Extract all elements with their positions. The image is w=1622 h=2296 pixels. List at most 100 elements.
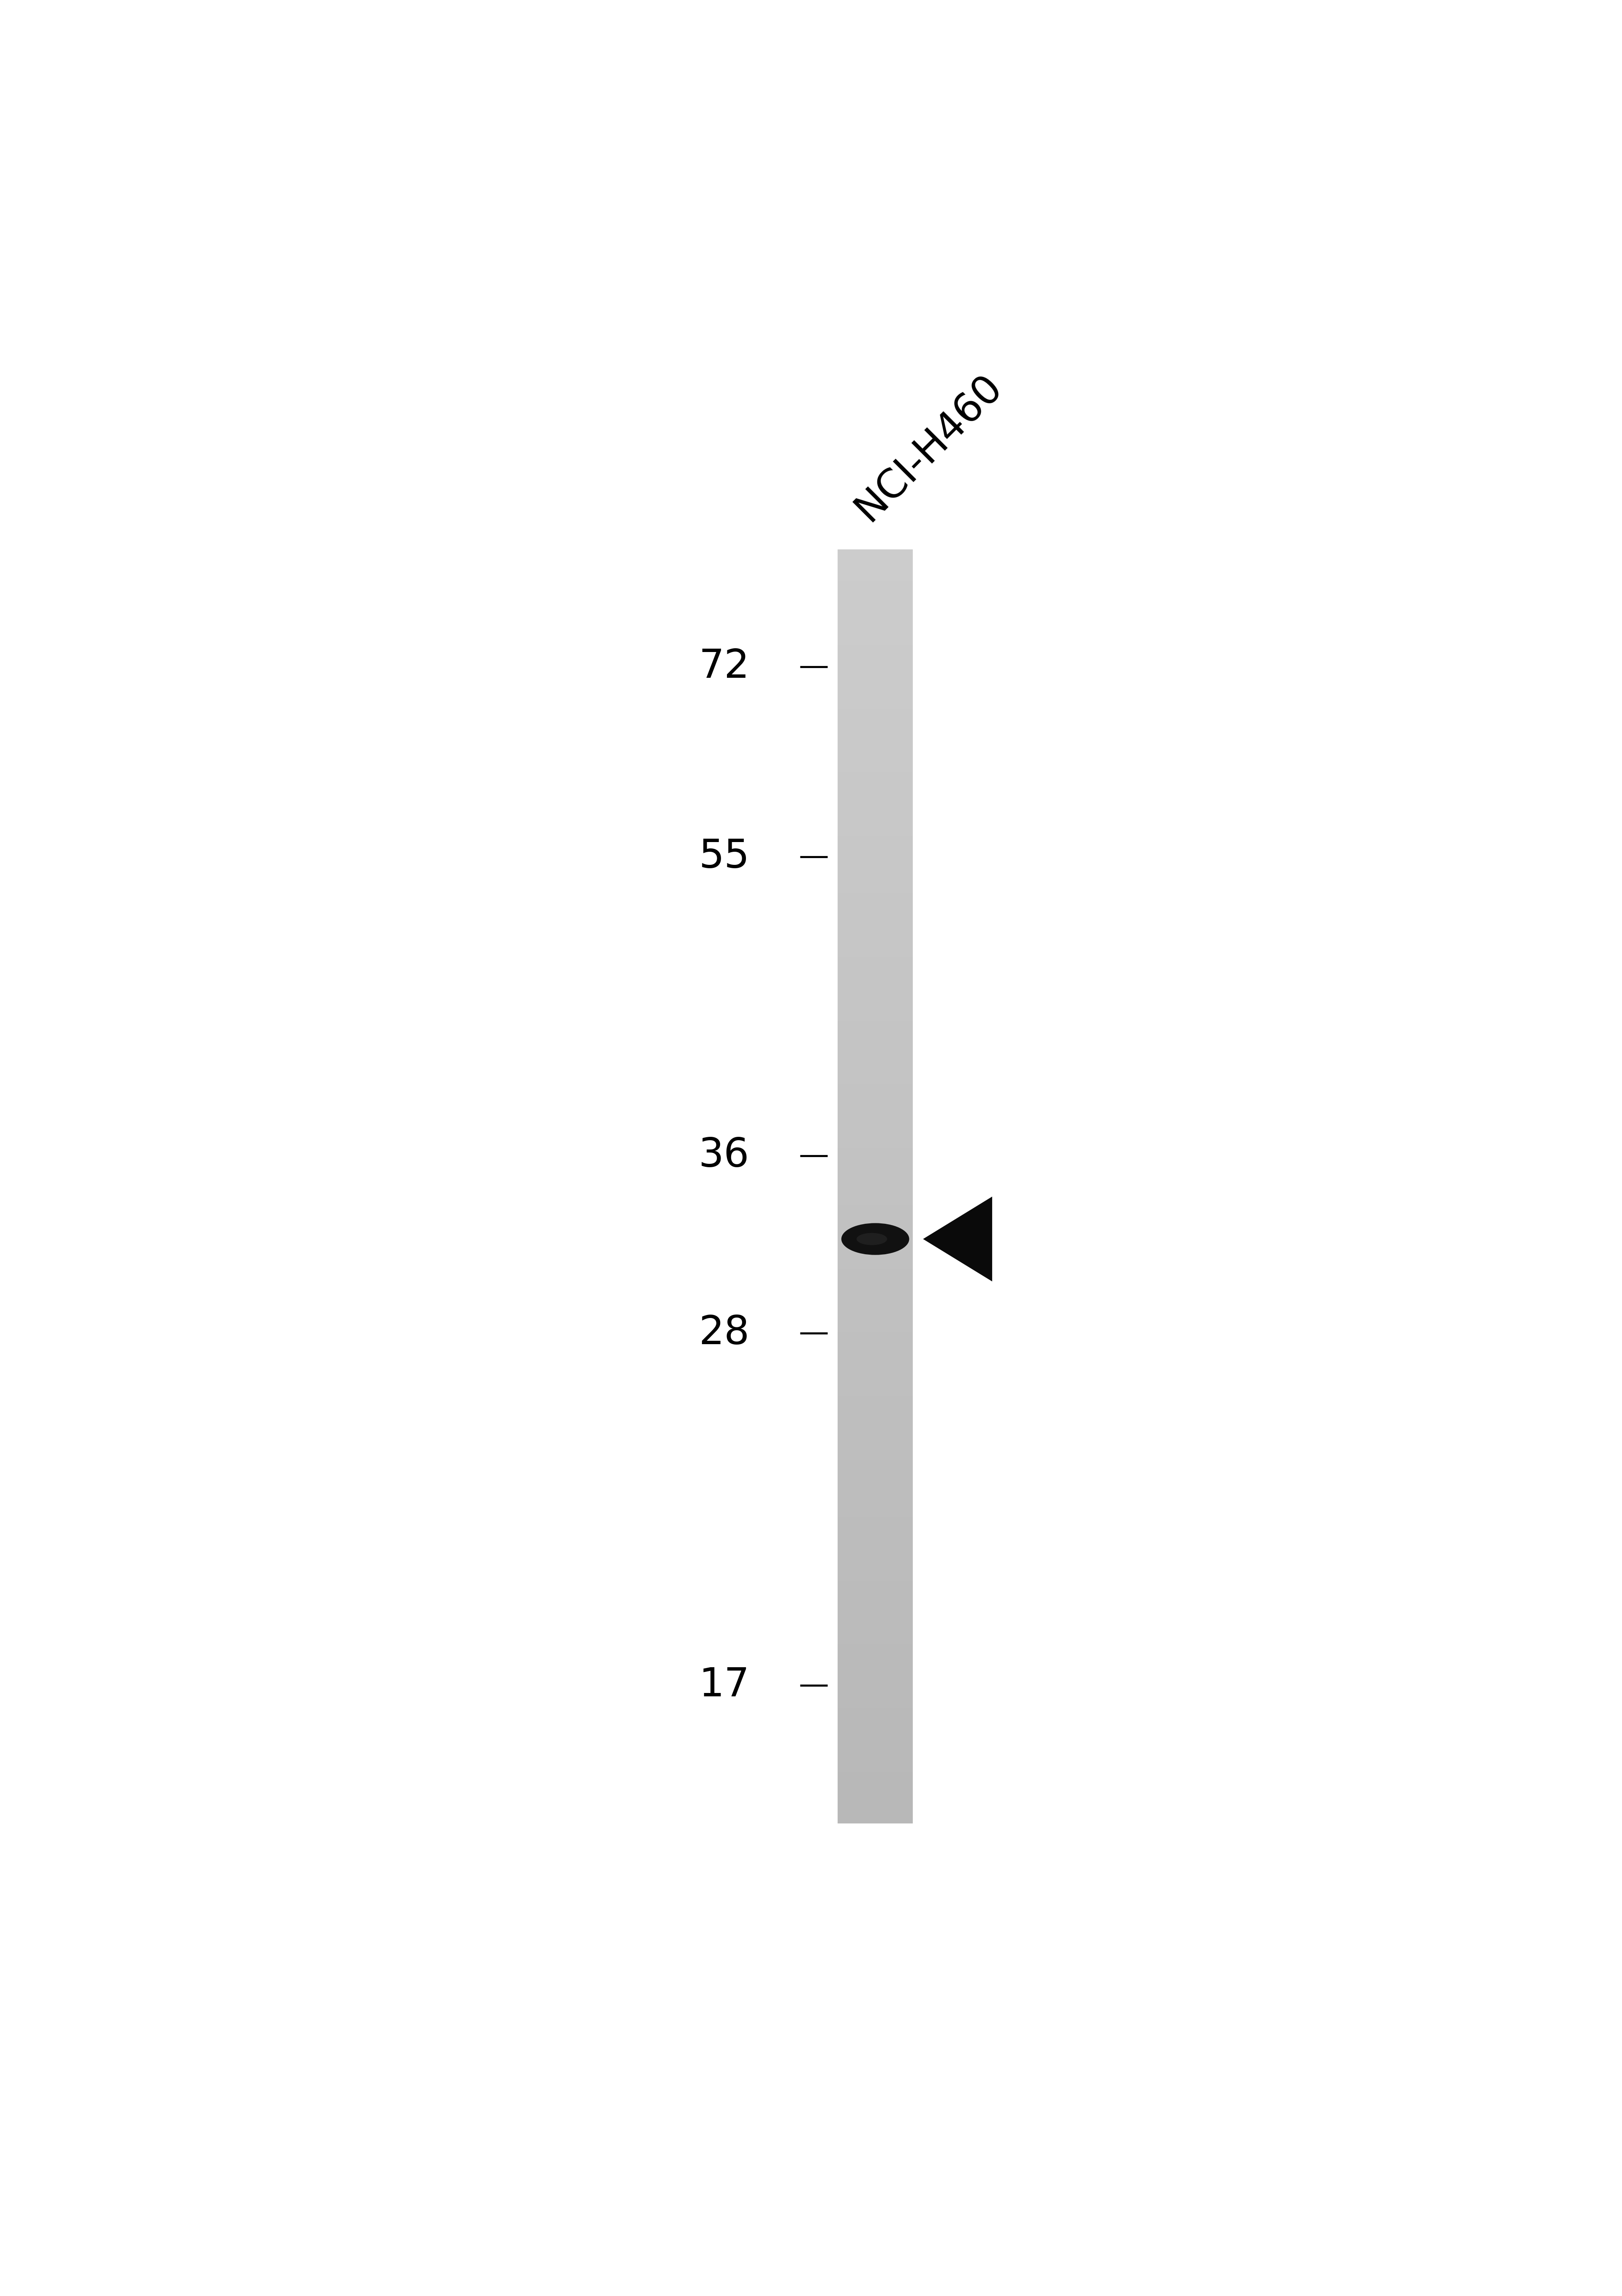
Bar xyxy=(837,1339,913,1345)
Bar xyxy=(837,1733,913,1740)
Bar xyxy=(837,1212,913,1219)
Bar xyxy=(837,1199,913,1205)
Bar xyxy=(837,1784,913,1791)
Bar xyxy=(837,1587,913,1593)
Bar xyxy=(837,714,913,723)
Text: 36: 36 xyxy=(699,1137,749,1176)
Bar xyxy=(837,1802,913,1812)
Bar xyxy=(837,969,913,976)
Bar xyxy=(837,696,913,703)
Bar xyxy=(837,1708,913,1715)
Bar xyxy=(837,1644,913,1651)
Bar xyxy=(837,1084,913,1091)
Bar xyxy=(837,1378,913,1384)
Bar xyxy=(837,957,913,964)
Bar xyxy=(837,1421,913,1428)
Bar xyxy=(837,1300,913,1309)
Bar xyxy=(837,1554,913,1561)
Bar xyxy=(837,886,913,893)
Bar xyxy=(837,1428,913,1435)
Bar xyxy=(837,1479,913,1486)
Bar xyxy=(837,1798,913,1805)
Text: 28: 28 xyxy=(699,1313,749,1352)
Bar xyxy=(837,1568,913,1575)
Bar xyxy=(837,1224,913,1231)
Bar xyxy=(837,1809,913,1816)
Bar xyxy=(837,1320,913,1327)
Bar xyxy=(837,767,913,774)
Bar xyxy=(837,735,913,742)
Bar xyxy=(837,1460,913,1467)
Bar xyxy=(837,1015,913,1022)
Bar xyxy=(837,1104,913,1111)
Bar xyxy=(837,1600,913,1607)
Bar xyxy=(837,1816,913,1823)
Bar xyxy=(837,1690,913,1697)
Bar xyxy=(837,964,913,971)
Bar xyxy=(837,785,913,792)
Bar xyxy=(837,1274,913,1283)
Bar xyxy=(837,1504,913,1511)
Bar xyxy=(837,854,913,863)
Bar xyxy=(837,595,913,602)
Bar xyxy=(837,1242,913,1251)
Bar xyxy=(837,1727,913,1733)
Bar xyxy=(837,1205,913,1212)
Bar xyxy=(837,1345,913,1352)
Bar xyxy=(837,1632,913,1639)
Bar xyxy=(837,1486,913,1492)
Bar xyxy=(837,1683,913,1690)
Bar xyxy=(837,664,913,670)
Bar xyxy=(837,1109,913,1116)
Bar xyxy=(837,1288,913,1295)
Bar xyxy=(837,1123,913,1130)
Bar xyxy=(837,581,913,588)
Bar xyxy=(837,1238,913,1244)
Bar xyxy=(837,804,913,810)
Bar xyxy=(837,728,913,735)
Bar xyxy=(837,810,913,817)
Bar xyxy=(837,1619,913,1626)
Bar xyxy=(837,976,913,983)
Bar xyxy=(837,1116,913,1123)
Bar xyxy=(837,937,913,946)
Bar xyxy=(837,1371,913,1378)
Bar xyxy=(837,1148,913,1155)
Bar xyxy=(837,875,913,882)
Bar xyxy=(837,1058,913,1065)
Bar xyxy=(837,1580,913,1589)
Bar xyxy=(837,1403,913,1410)
Bar xyxy=(837,850,913,856)
Bar xyxy=(837,829,913,836)
Bar xyxy=(837,1001,913,1008)
Bar xyxy=(837,760,913,767)
Bar xyxy=(837,1492,913,1499)
Bar xyxy=(837,1091,913,1097)
Bar xyxy=(837,1777,913,1786)
Polygon shape xyxy=(923,1196,993,1281)
Bar xyxy=(837,1715,913,1722)
Bar xyxy=(837,1389,913,1396)
Bar xyxy=(837,1497,913,1506)
Bar xyxy=(837,1192,913,1199)
Bar xyxy=(837,1593,913,1600)
Bar xyxy=(837,613,913,620)
Bar xyxy=(837,670,913,677)
Bar xyxy=(837,1187,913,1194)
Bar xyxy=(837,1249,913,1256)
Bar xyxy=(837,588,913,595)
Text: NCI-H460: NCI-H460 xyxy=(848,367,1009,528)
Bar xyxy=(837,1008,913,1015)
Bar xyxy=(837,1097,913,1104)
Bar xyxy=(837,1740,913,1747)
Bar xyxy=(837,574,913,583)
Bar xyxy=(837,1410,913,1417)
Bar xyxy=(837,657,913,666)
Bar xyxy=(837,1766,913,1773)
Bar xyxy=(837,1382,913,1391)
Bar xyxy=(837,1550,913,1557)
Bar xyxy=(837,627,913,634)
Bar xyxy=(837,990,913,996)
Bar xyxy=(837,944,913,951)
Ellipse shape xyxy=(856,1233,887,1244)
